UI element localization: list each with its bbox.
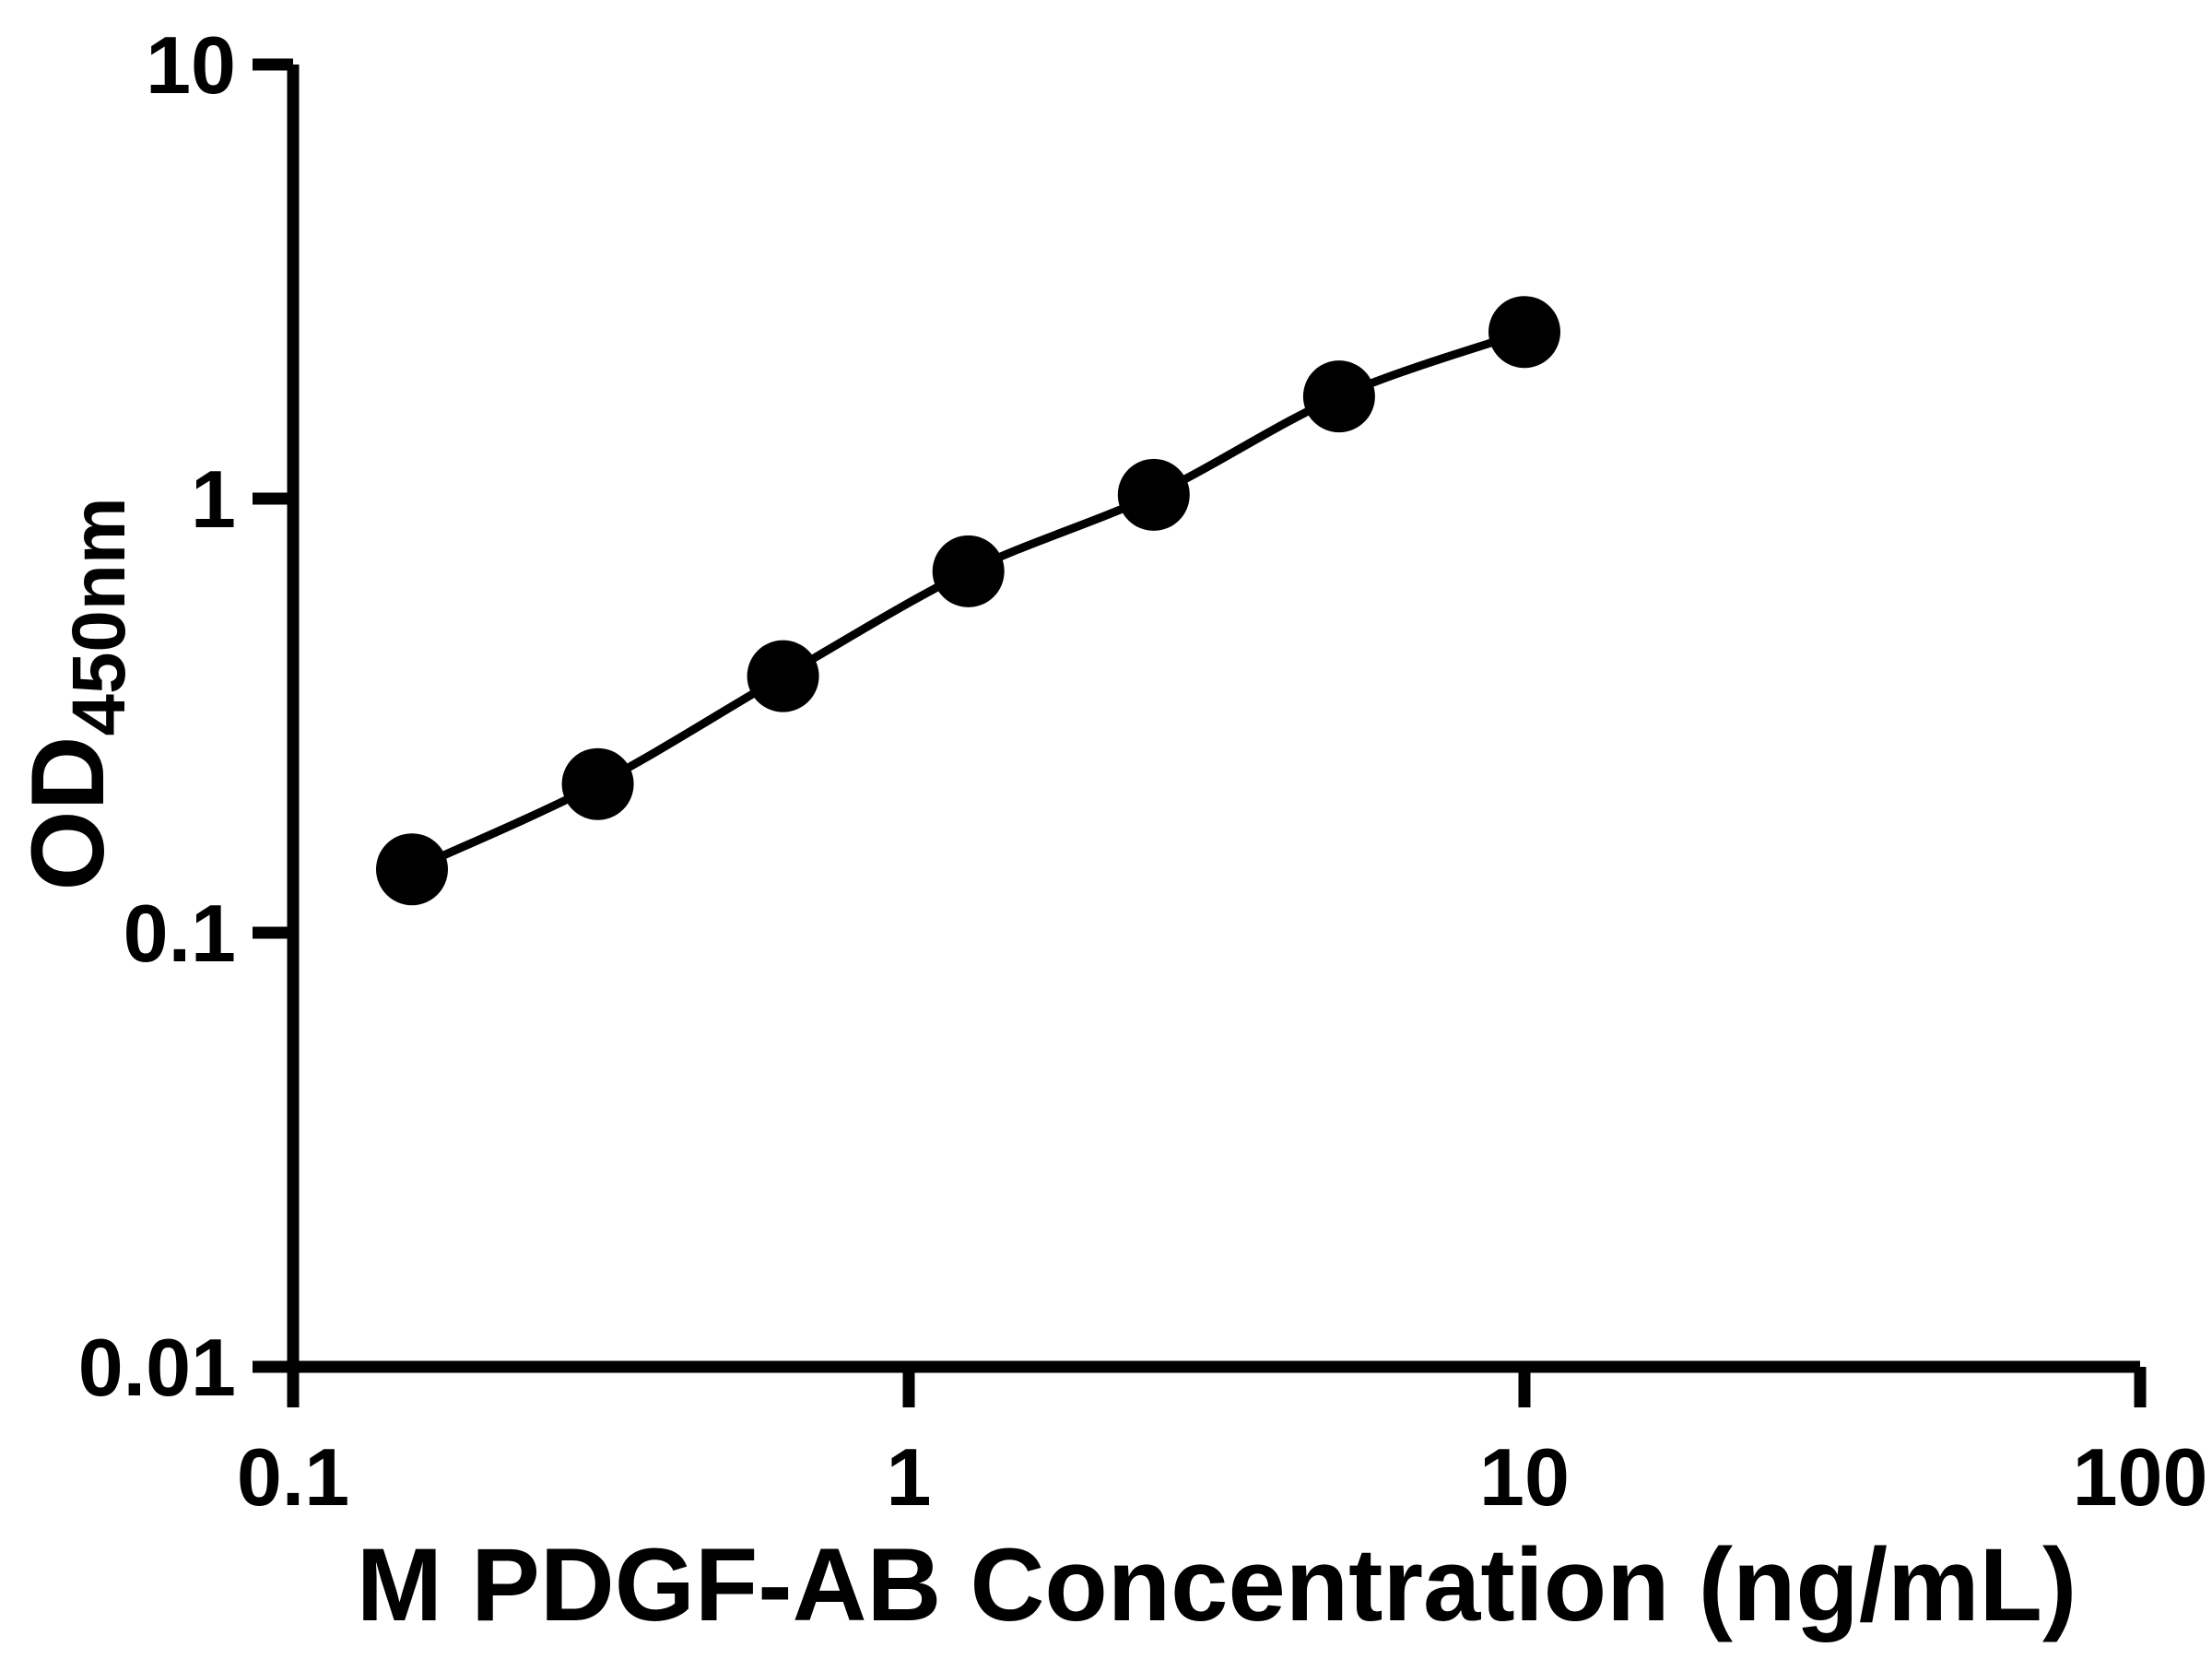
data-point-marker (932, 535, 1005, 607)
axis-lines (287, 65, 2140, 1373)
y-axis-tick-label: 0.1 (124, 888, 236, 979)
x-axis-tick-label: 10 (1479, 1431, 1570, 1523)
y-axis-title-main: OD (10, 735, 126, 891)
x-axis-title: M PDGF-AB Concentration (ng/mL) (356, 1527, 2077, 1642)
y-axis-tick-label: 0.01 (78, 1322, 236, 1413)
data-point-marker (561, 747, 634, 820)
y-axis-title-subscript: 450nm (56, 497, 141, 736)
y-axis-title: OD450nm (8, 497, 143, 890)
data-point-marker (376, 833, 448, 906)
x-axis-tick-label: 1 (887, 1431, 932, 1523)
x-axis-tick-label: 0.1 (237, 1431, 349, 1523)
y-axis-tick-label: 1 (191, 453, 236, 545)
y-axis-tick-label: 10 (146, 19, 236, 111)
data-point-marker (1488, 296, 1560, 369)
data-point-marker (747, 640, 819, 712)
data-point-marker (1302, 360, 1375, 433)
data-point-marker (1117, 458, 1190, 531)
x-axis-tick-label: 100 (2073, 1431, 2208, 1523)
